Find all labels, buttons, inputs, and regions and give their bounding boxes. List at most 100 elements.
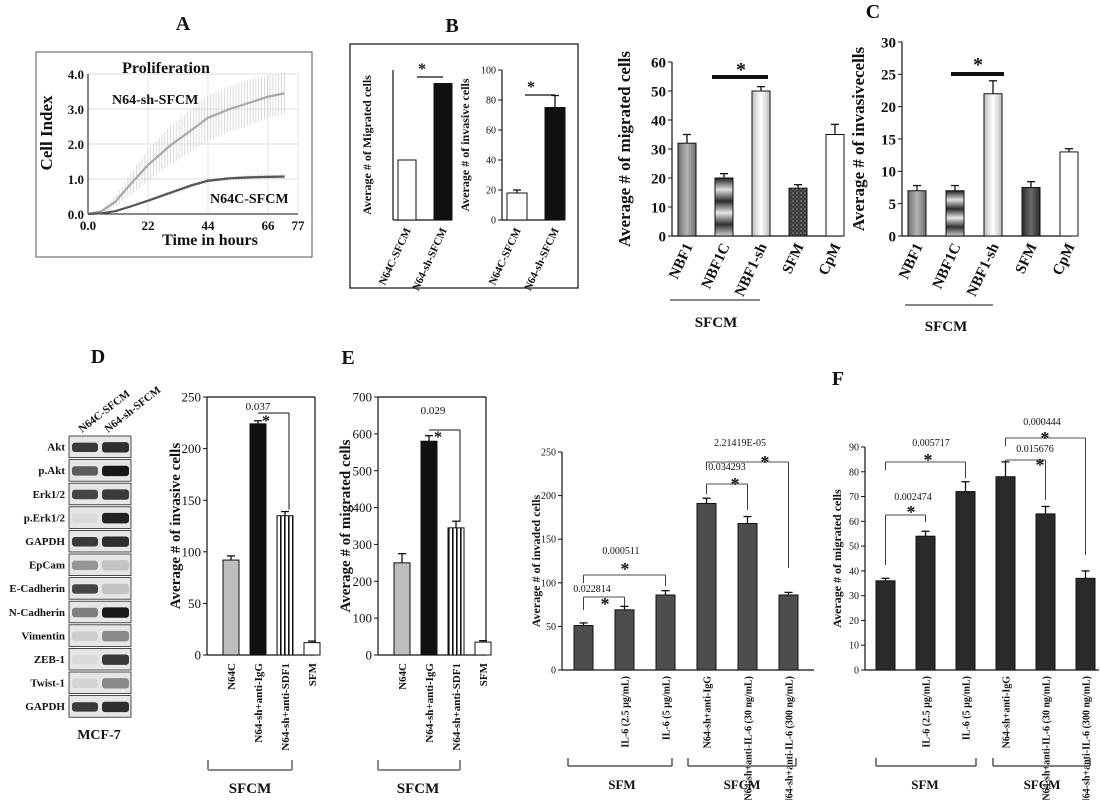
chart-B3-group-label: SFCM	[695, 315, 738, 331]
blot-band-right	[102, 654, 129, 665]
chart-B3-bar-1	[714, 177, 734, 237]
chart-F2-asterisk-1: *	[907, 502, 916, 522]
chart-F2-ytick-label: 60	[849, 517, 859, 528]
chart-A-ytick-label: 2.0	[68, 137, 84, 152]
chart-B3-bar-3	[788, 187, 808, 237]
chart-E-ylabel: Average # of migrated cells	[338, 439, 354, 612]
chart-F2-category-label: IL-6 (2.5 µg/mL)	[922, 676, 933, 748]
chart-F1-pvalue-3: 0.034293	[708, 462, 746, 473]
chart-C-ytick-label: 10	[881, 165, 896, 181]
blot-band-left	[72, 489, 98, 500]
chart-E-ytick-label: 0	[366, 648, 373, 663]
blot-row-label: Erk1/2	[33, 489, 66, 501]
blot-band-left	[72, 584, 98, 594]
chart-E-ytick-label: 200	[353, 574, 373, 589]
chart-F2-pvalue-1: 0.002474	[894, 492, 932, 503]
chart-F2-bar-1	[915, 535, 936, 671]
chart-E-category-label: N64-sh+anti-SDF1	[451, 663, 463, 751]
chart-E-ytick-label: 100	[353, 611, 373, 626]
chart-F1-bar-1	[614, 609, 635, 671]
chart-F2-bar-5	[1075, 577, 1096, 671]
chart-B3-ytick-label: 30	[651, 142, 666, 158]
chart-E-ytick-label: 700	[353, 390, 373, 405]
chart-C-bar-3	[1021, 187, 1041, 237]
blot-row-label: ZEB-1	[34, 654, 65, 666]
chart-B3-ytick-label: 20	[651, 171, 666, 187]
chart-B3-category-label: NBF1	[666, 241, 696, 282]
chart-B1-bar-0	[397, 159, 417, 221]
chart-F2-group-sfm: SFM	[911, 777, 938, 792]
chart-A-title: Proliferation	[122, 60, 210, 77]
blot-row-label: p.Erk1/2	[24, 512, 66, 524]
chart-B1-category-label: N64C-SFCM	[377, 226, 414, 288]
chart-C-category-label: SFM	[1013, 241, 1041, 276]
chart-F1-bar-5	[778, 594, 799, 671]
chart-F2-asterisk-2: *	[924, 450, 933, 470]
chart-B2-asterisk: *	[527, 79, 535, 96]
chart-F2-group-sfcm: SFCM	[1024, 777, 1061, 792]
chart-F1-asterisk-1: *	[601, 594, 610, 614]
chart-A-series-line-0	[87, 92, 285, 216]
blot-band-right	[102, 583, 129, 595]
blot-band-right	[102, 560, 129, 571]
blot-band-right	[102, 442, 129, 453]
chart-B3-category-label: CpM	[816, 241, 845, 278]
chart-B3-ytick-label: 50	[651, 84, 666, 100]
blot-band-left	[72, 466, 98, 476]
chart-F1-pvalue-4: 2.21419E-05	[714, 438, 766, 449]
chart-B2-bar-1	[544, 107, 566, 221]
chart-C-category-label: NBF1	[896, 241, 926, 282]
chart-D2-bar-3	[303, 642, 321, 656]
blot-band-right	[102, 678, 129, 689]
chart-B3-bar-2	[751, 90, 771, 237]
chart-E-bar-3	[474, 641, 492, 656]
blot-band-left	[72, 678, 98, 689]
chart-A-ytick-label: 1.0	[68, 172, 84, 187]
chart-A-xtick-label: 44	[202, 218, 216, 233]
chart-E-category-label: N64C	[397, 663, 409, 690]
chart-F2-bar-2	[955, 491, 976, 671]
chart-B3-ylabel: Average # of migrated cells	[615, 51, 634, 247]
chart-A-ytick-label: 3.0	[68, 102, 84, 117]
chart-A-ylabel: Cell Index	[37, 95, 56, 171]
chart-B3-ytick-label: 10	[651, 200, 666, 216]
chart-D2-group-label: SFCM	[229, 781, 272, 797]
chart-D2-ytick-label: 50	[188, 596, 201, 611]
chart-C-ytick-label: 30	[881, 35, 896, 51]
chart-F1-asterisk-4: *	[761, 452, 770, 472]
chart-C-group-label: SFCM	[925, 319, 968, 335]
chart-F2-ytick-label: 30	[849, 591, 859, 602]
chart-F2-bar-0	[875, 580, 896, 671]
chart-F1-asterisk-3: *	[731, 474, 740, 494]
chart-F1-pvalue-1: 0.022814	[573, 584, 611, 595]
chart-C-ylabel: Average # of invasivecells	[849, 46, 868, 231]
chart-B1-category-label: N64-sh-SFCM	[410, 226, 450, 293]
chart-A-legend-sh: N64-sh-SFCM	[112, 93, 198, 108]
blot-band-left	[72, 655, 98, 665]
chart-F2-category-label: N64-sh+anti-IgG	[1002, 676, 1013, 749]
chart-C-ytick-label: 0	[889, 229, 897, 245]
chart-E-group-label: SFCM	[397, 781, 440, 797]
blot-band-left	[72, 702, 98, 712]
chart-B3-bar-4	[825, 134, 845, 237]
chart-F1-bar-3	[696, 502, 717, 671]
chart-E-asterisk: *	[434, 429, 442, 446]
chart-F1-category-label: IL-6 (5 µg/mL)	[662, 676, 673, 740]
chart-F1-asterisk-2: *	[621, 559, 630, 579]
chart-B1-asterisk: *	[418, 61, 426, 78]
chart-B2-bar-0	[506, 192, 528, 221]
chart-C-bar-2	[983, 93, 1003, 237]
chart-E-bar-2	[447, 527, 465, 656]
chart-F2-ytick-label: 50	[849, 542, 859, 553]
chart-D2-ytick-label: 250	[182, 390, 202, 405]
chart-A-series-line-1	[87, 175, 285, 216]
chart-A-xtick-label: 22	[142, 218, 155, 233]
chart-B2-ylabel: Average # of invasive cells	[458, 78, 472, 211]
chart-B3-ytick-label: 0	[659, 229, 667, 245]
chart-F2-ytick-label: 90	[849, 443, 859, 454]
chart-F2-ytick-label: 40	[849, 566, 859, 577]
chart-F2-category-label: N64-sh+anti-IL-6 (30 ng/mL)	[1042, 676, 1053, 800]
chart-F1-bar-2	[655, 594, 676, 671]
chart-F1-ytick-label: 0	[551, 666, 556, 677]
chart-D2-category-label: N64C	[226, 663, 238, 690]
